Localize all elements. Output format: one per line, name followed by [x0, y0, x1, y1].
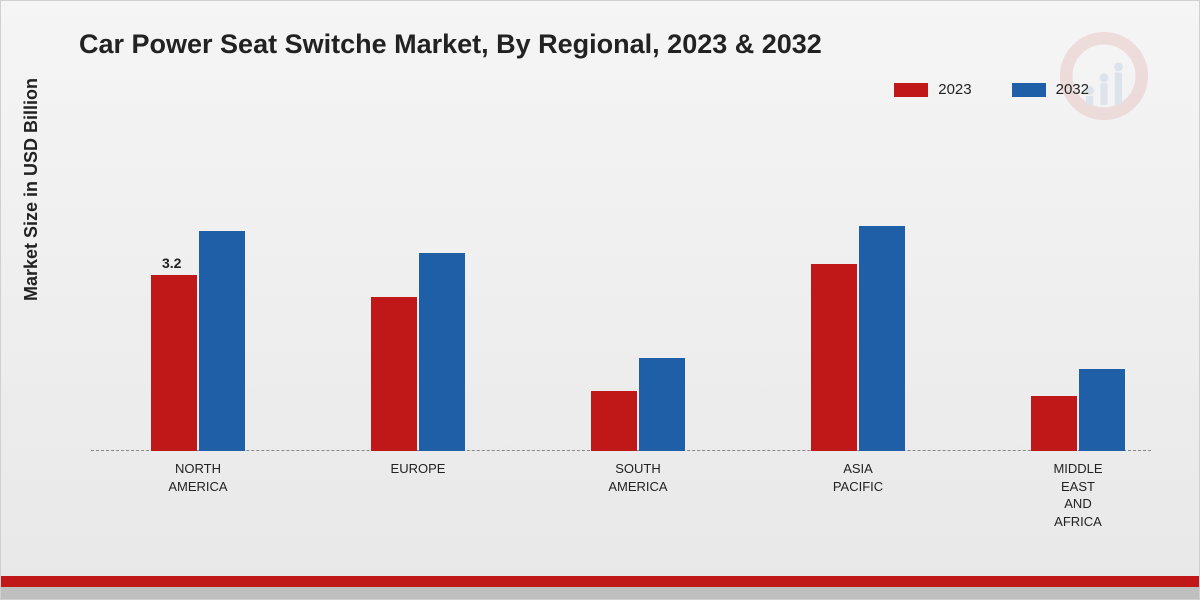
footer-bar-gray — [1, 587, 1199, 599]
legend-label-2023: 2023 — [938, 81, 971, 98]
bar-sa-2023 — [591, 391, 637, 452]
bar-ap-2023 — [811, 264, 857, 451]
footer-bar-red — [1, 576, 1199, 587]
chart-title: Car Power Seat Switche Market, By Region… — [79, 29, 822, 60]
bar-ap-2032 — [859, 226, 905, 452]
bar-eu-2032 — [419, 253, 465, 451]
y-axis-label: Market Size in USD Billion — [21, 78, 42, 301]
bar-value-label: 3.2 — [162, 255, 181, 271]
legend-item-2023: 2023 — [894, 81, 971, 98]
bar-group-sa — [591, 358, 685, 452]
plot-area: 3.2 — [91, 121, 1151, 451]
bar-mea-2032 — [1079, 369, 1125, 452]
bar-na-2023 — [151, 275, 197, 451]
x-label-ap: ASIA PACIFIC — [808, 460, 908, 495]
legend-label-2032: 2032 — [1056, 81, 1089, 98]
bar-group-ap — [811, 226, 905, 452]
watermark-logo-icon — [1059, 31, 1149, 121]
legend-swatch-2023 — [894, 83, 928, 97]
legend: 2023 2032 — [894, 81, 1089, 98]
legend-item-2032: 2032 — [1012, 81, 1089, 98]
bar-sa-2032 — [639, 358, 685, 452]
x-label-mea: MIDDLE EAST AND AFRICA — [1028, 460, 1128, 530]
bar-eu-2023 — [371, 297, 417, 451]
bar-mea-2023 — [1031, 396, 1077, 451]
chart-page: Car Power Seat Switche Market, By Region… — [0, 0, 1200, 600]
bar-na-2032 — [199, 231, 245, 451]
x-label-eu: EUROPE — [368, 460, 468, 478]
bar-group-mea — [1031, 369, 1125, 452]
x-label-na: NORTH AMERICA — [148, 460, 248, 495]
x-axis-labels: NORTH AMERICA EUROPE SOUTH AMERICA ASIA PAC… — [91, 456, 1151, 556]
bar-group-eu — [371, 253, 465, 451]
x-label-sa: SOUTH AMERICA — [588, 460, 688, 495]
legend-swatch-2032 — [1012, 83, 1046, 97]
